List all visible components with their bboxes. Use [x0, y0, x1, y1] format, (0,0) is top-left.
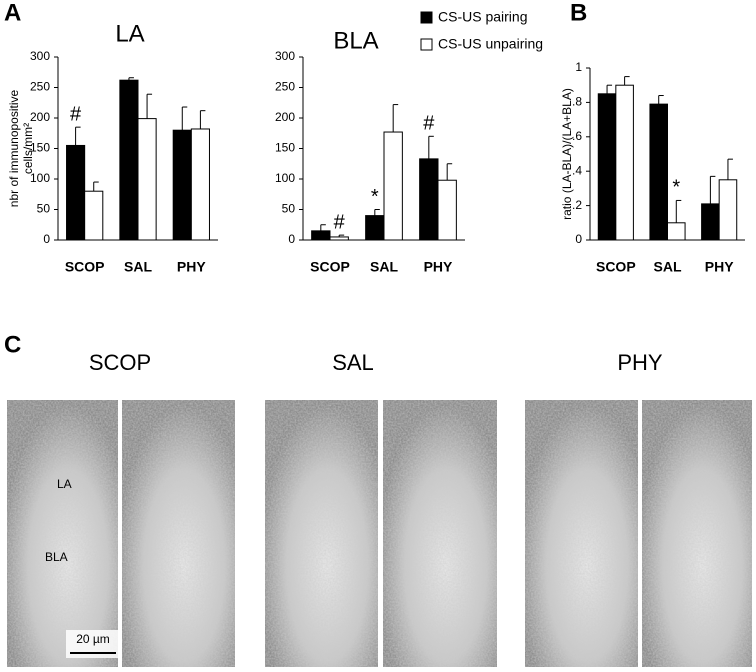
x-tick-label: PHY: [705, 259, 734, 275]
y-axis-label: cells/mm²: [21, 123, 35, 174]
y-tick-label: 200: [30, 110, 50, 124]
panel-label: B: [570, 0, 587, 26]
bar: [419, 158, 439, 241]
panel-label: A: [4, 0, 21, 26]
group-label: SAL: [332, 350, 374, 375]
x-tick-label: PHY: [424, 259, 453, 275]
bar: [718, 179, 738, 241]
micrograph-texture: [7, 400, 118, 667]
y-tick-label: 300: [275, 49, 295, 63]
bar: [190, 128, 210, 241]
y-axis-label: nbr of immunopositive: [7, 89, 21, 207]
bar: [365, 215, 385, 241]
bar: [137, 118, 157, 241]
x-tick-label: SAL: [124, 259, 152, 275]
micrograph-texture: [642, 400, 752, 667]
x-tick-label: SCOP: [596, 259, 636, 275]
micrograph-texture: [525, 400, 638, 667]
region-label: BLA: [45, 550, 68, 564]
annotation: #: [70, 103, 82, 125]
x-tick-label: SCOP: [65, 259, 105, 275]
chart-title: BLA: [333, 27, 378, 54]
y-axis-label: ratio (LA-BLA)/(LA+BLA): [560, 88, 574, 220]
y-tick-label: 0: [575, 232, 582, 246]
bar: [119, 79, 139, 241]
bar: [437, 179, 457, 241]
y-tick-label: .6: [572, 129, 582, 143]
scale-bar-label: 20 µm: [76, 632, 110, 646]
y-tick-label: 100: [275, 171, 295, 185]
region-label: LA: [57, 477, 72, 491]
y-tick-label: 0: [288, 232, 295, 246]
bar: [84, 190, 104, 241]
y-tick-label: .2: [572, 198, 582, 212]
y-tick-label: 200: [275, 110, 295, 124]
micrograph-texture: [383, 400, 497, 667]
y-tick-label: 100: [30, 171, 50, 185]
group-label: SCOP: [89, 350, 151, 375]
bar: [649, 103, 669, 241]
bar: [311, 230, 331, 241]
annotation: #: [423, 113, 435, 135]
y-tick-label: 1: [575, 60, 582, 74]
bar: [329, 236, 349, 241]
legend-swatch: [420, 11, 433, 24]
annotation: #: [334, 211, 346, 233]
y-tick-label: 0: [43, 232, 50, 246]
micrograph-texture: [265, 400, 378, 667]
bar: [701, 203, 720, 241]
bar: [172, 129, 192, 241]
bar: [66, 144, 86, 241]
y-tick-label: .8: [572, 95, 582, 109]
y-tick-label: 250: [30, 80, 50, 94]
legend-label: CS-US unpairing: [438, 36, 543, 52]
y-tick-label: 300: [30, 49, 50, 63]
x-tick-label: PHY: [177, 259, 206, 275]
panel-label: C: [4, 331, 21, 358]
y-tick-label: 50: [37, 202, 51, 216]
micrograph-texture: [122, 400, 235, 667]
y-tick-label: 150: [275, 141, 295, 155]
micrographs: SCOP SAL PHY LA BLA 20 µm: [7, 350, 752, 667]
y-tick-label: .4: [572, 163, 582, 177]
x-tick-label: SAL: [370, 259, 398, 275]
x-tick-label: SCOP: [310, 259, 350, 275]
y-tick-label: 50: [282, 202, 296, 216]
annotation: *: [371, 186, 379, 208]
annotation: *: [672, 177, 680, 199]
bar: [597, 93, 617, 241]
group-label: PHY: [617, 350, 663, 375]
legend-swatch: [420, 38, 433, 51]
y-tick-label: 150: [30, 141, 50, 155]
y-tick-label: 250: [275, 80, 295, 94]
bar: [667, 222, 686, 241]
x-tick-label: SAL: [654, 259, 682, 275]
chart-title: LA: [115, 20, 144, 47]
legend-label: CS-US pairing: [438, 9, 527, 25]
bar: [615, 84, 634, 241]
bar: [383, 131, 403, 241]
